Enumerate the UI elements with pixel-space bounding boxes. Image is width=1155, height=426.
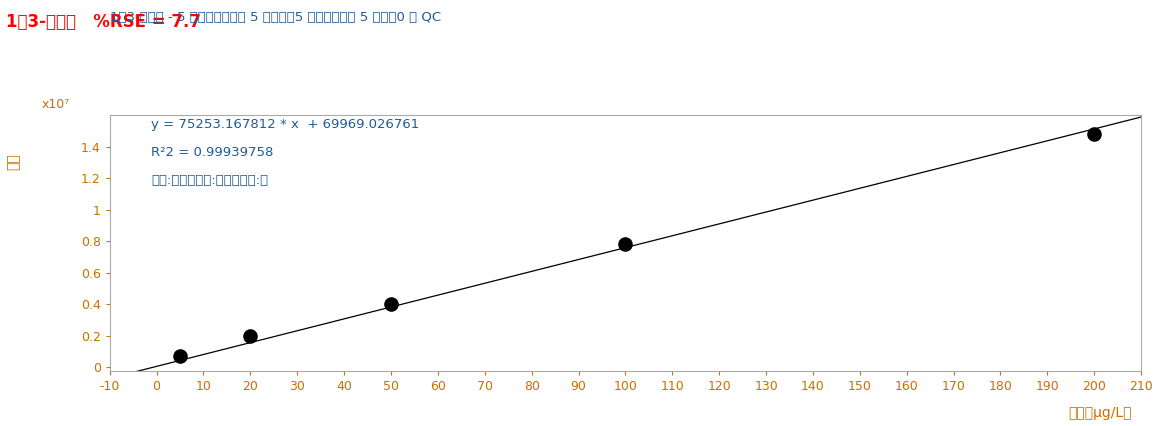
Text: x10⁷: x10⁷ [42,98,69,111]
Point [241,333,260,340]
Point [617,241,635,248]
Text: y = 75253.167812 * x  + 69969.026761: y = 75253.167812 * x + 69969.026761 [151,118,419,131]
Text: 1，3-二氯苯 - 5 个级别，使用了 5 个级别，5 个点，使用了 5 个点，0 个 QC: 1，3-二氯苯 - 5 个级别，使用了 5 个级别，5 个点，使用了 5 个点，… [110,11,441,24]
Point [171,353,189,360]
Text: 1，3-二氯苯   %RSE = 7.7: 1，3-二氯苯 %RSE = 7.7 [6,13,201,31]
Text: 类型:线性，原点:忽略，权重:无: 类型:线性，原点:忽略，权重:无 [151,174,268,187]
Point [382,301,401,308]
Text: R²2 = 0.99939758: R²2 = 0.99939758 [151,146,274,159]
Text: 响应: 响应 [7,153,21,170]
X-axis label: 浓度（μg/L）: 浓度（μg/L） [1068,406,1132,420]
Point [1085,130,1103,137]
